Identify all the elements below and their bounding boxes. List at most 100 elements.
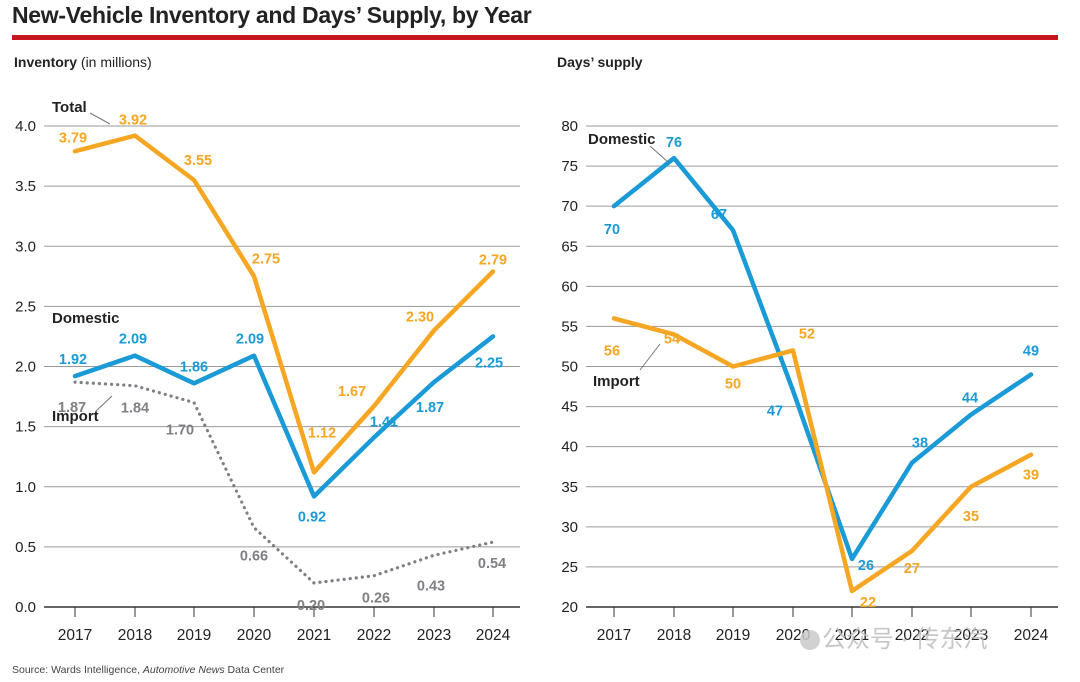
y-tick-label: 45 [561,399,578,416]
data-label: 1.70 [166,423,194,439]
leader-line [89,112,111,125]
y-tick-label: 80 [561,118,578,135]
y-tick-label: 50 [561,359,578,376]
x-tick-label: 2022 [357,627,391,644]
data-label: 26 [858,558,874,574]
series-name-domestic: Domestic [52,310,120,327]
title-rule [12,35,1058,40]
leader-line [639,343,661,371]
x-tick-label: 2019 [716,627,750,644]
leader-line [649,145,669,163]
y-tick-label: 70 [561,198,578,215]
y-tick-label: 2.5 [15,298,36,315]
x-tick-label: 2021 [835,627,869,644]
data-label: 0.20 [297,598,325,614]
data-label: 1.84 [121,401,149,417]
data-label: 54 [664,331,680,347]
x-tick-label: 2023 [417,627,451,644]
data-label: 1.92 [59,352,87,368]
left-panel-label-main: Inventory [14,54,78,70]
data-label: 0.26 [362,591,390,607]
y-tick-label: 2.0 [15,359,36,376]
data-label: 52 [799,326,815,342]
series-line-import [611,316,1034,594]
data-label: 2.79 [479,253,507,269]
data-label: 0.43 [417,578,445,594]
source-suffix: Data Center [224,664,285,676]
data-label: 47 [767,404,783,420]
data-label: 56 [604,343,620,359]
data-label: 2.09 [119,332,147,348]
data-label: 27 [904,561,920,577]
source-italic: Automotive News [142,664,225,676]
x-tick-label: 2024 [476,627,511,644]
x-tick-label: 2022 [895,627,929,644]
data-label: 2.75 [252,251,280,267]
data-label: 0.92 [298,509,326,525]
series-name-import-right: Import [593,373,640,390]
x-tick-label: 2019 [177,627,211,644]
data-label: 2.09 [236,332,264,348]
x-tick-label: 2024 [1014,627,1049,644]
y-tick-label: 60 [561,278,578,295]
x-tick-label: 2020 [237,627,272,644]
x-tick-label: 2021 [297,627,331,644]
series-line-domestic [611,155,1034,562]
watermark-logo-icon [800,630,820,650]
data-label: 49 [1023,344,1039,360]
y-tick-label: 20 [561,599,578,616]
left-panel-label: Inventory (in millions) [14,54,152,70]
y-tick-label: 1.0 [15,479,36,496]
x-tick-label: 2023 [954,627,988,644]
right-panel-label-main: Days’ supply [557,54,643,70]
y-tick-label: 0.0 [15,599,36,616]
data-label: 38 [912,436,928,452]
data-label: 67 [711,207,727,223]
leader-line [94,395,113,413]
source-prefix: Source: Wards Intelligence, [12,664,143,676]
data-label: 1.87 [416,400,444,416]
y-tick-label: 40 [561,439,578,456]
watermark-text: 公众号 · 传东汽 [822,626,987,653]
y-tick-label: 3.5 [15,178,36,195]
left-panel-label-unit: (in millions) [80,54,152,70]
chart-title: New-Vehicle Inventory and Days’ Supply, … [12,2,532,28]
right-panel-label: Days’ supply [557,54,643,70]
data-label: 1.67 [338,384,366,400]
data-label: 1.41 [370,414,398,430]
data-label: 1.86 [180,359,208,375]
x-tick-label: 2017 [58,627,92,644]
y-tick-label: 0.5 [15,539,36,556]
data-label: 35 [963,509,979,525]
y-tick-label: 55 [561,318,578,335]
data-label: 3.79 [59,130,87,146]
data-label: 76 [666,135,682,151]
y-tick-label: 30 [561,519,578,536]
series-name-total: Total [52,99,87,116]
data-label: 2.30 [406,309,434,325]
y-tick-label: 3.0 [15,238,36,255]
series-line-total [72,133,496,475]
data-label: 0.54 [478,556,506,572]
data-label: 70 [604,222,620,238]
data-label: 1.12 [308,425,336,441]
data-label: 50 [725,377,741,393]
data-label: 39 [1023,468,1039,484]
series-name-domestic-right: Domestic [588,131,656,148]
y-tick-label: 65 [561,238,578,255]
x-tick-label: 2017 [597,627,631,644]
source-note: Source: Wards Intelligence, Automotive N… [12,664,284,676]
data-label: 1.87 [58,400,86,416]
data-label: 3.55 [184,153,212,169]
x-tick-label: 2018 [657,627,691,644]
series-line-domestic [72,334,496,499]
data-label: 3.92 [119,113,147,129]
y-tick-label: 25 [561,559,578,576]
data-label: 22 [860,595,876,611]
data-label: 0.66 [240,549,268,565]
y-tick-label: 1.5 [15,419,36,436]
y-tick-label: 35 [561,479,578,496]
x-tick-label: 2018 [118,627,152,644]
data-label: 44 [962,391,978,407]
